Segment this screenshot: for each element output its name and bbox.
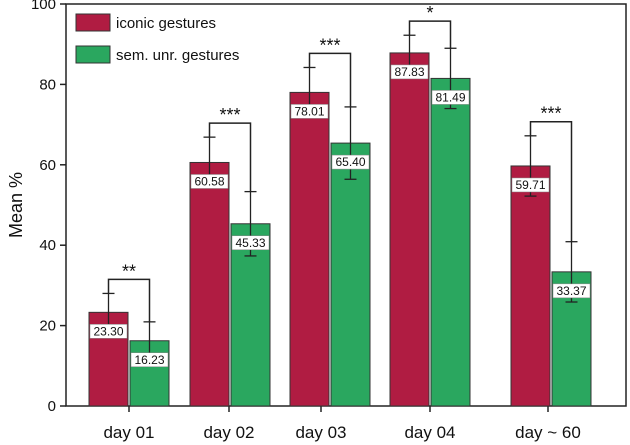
x-tick-label: day ~ 60: [515, 423, 581, 442]
x-tick-label: day 03: [295, 423, 346, 442]
value-label-box: [331, 154, 370, 170]
bar-iconic: [289, 91, 330, 407]
value-label-box: [89, 324, 128, 339]
bar-semunr: [430, 77, 471, 407]
value-label: 60.58: [194, 174, 224, 188]
value-labels: 23.30 60.58 78.01 87.83 59.71 16.23 45.33 65.40…: [89, 64, 591, 368]
significance-bracket: [208, 122, 252, 192]
axes: 0 20 40 60 80 100 Mean % day 01 day 02 day 03 day …: [6, 0, 627, 442]
value-label-box: [231, 235, 270, 251]
y-tick-label: 40: [39, 237, 56, 254]
significance-bracket: [529, 120, 573, 242]
y-tick-label: 100: [31, 0, 56, 13]
significance-bracket: [408, 20, 452, 49]
value-label: 59.71: [515, 178, 545, 192]
value-label-box: [390, 64, 429, 80]
legend-swatch-semunr: [75, 45, 111, 64]
value-label: 16.23: [134, 353, 164, 367]
significance-bracket: [308, 52, 352, 107]
value-label: 78.01: [294, 104, 324, 118]
significance-stars: ***: [319, 35, 340, 55]
significance-stars: ***: [540, 104, 561, 124]
value-label-box: [511, 177, 550, 193]
y-tick-label: 80: [39, 76, 56, 93]
value-label: 81.49: [435, 90, 465, 104]
bar-iconic: [389, 52, 430, 407]
value-label-box: [130, 352, 169, 368]
legend: iconic gestures sem. unr. gestures: [75, 13, 239, 64]
significance-stars: ***: [219, 105, 240, 125]
y-tick-label: 60: [39, 157, 56, 174]
significance-stars: **: [122, 261, 136, 281]
value-label: 65.40: [335, 155, 365, 169]
y-tick-label: 20: [39, 318, 56, 335]
bar-iconic: [189, 161, 230, 407]
value-label: 45.33: [235, 236, 265, 250]
significance-bracket: [107, 278, 151, 322]
significance-stars: *: [426, 3, 433, 23]
value-label-box: [290, 104, 329, 119]
value-label-box: [552, 283, 591, 299]
significance-brackets: ************: [107, 3, 573, 322]
value-label-box: [190, 174, 229, 189]
bar-iconic: [510, 165, 551, 407]
value-label: 87.83: [394, 65, 424, 79]
value-label: 33.37: [556, 284, 586, 298]
y-tick-label: 0: [48, 398, 56, 415]
legend-label: iconic gestures: [116, 15, 216, 32]
bar-semunr: [330, 142, 371, 407]
x-tick-label: day 04: [404, 423, 455, 442]
legend-label: sem. unr. gestures: [116, 47, 239, 64]
x-tick-label: day 02: [203, 423, 254, 442]
value-label: 23.30: [93, 324, 123, 338]
legend-swatch-iconic: [75, 13, 111, 32]
y-axis-title: Mean %: [6, 172, 26, 238]
x-tick-label: day 01: [103, 423, 154, 442]
value-label-box: [431, 90, 470, 105]
